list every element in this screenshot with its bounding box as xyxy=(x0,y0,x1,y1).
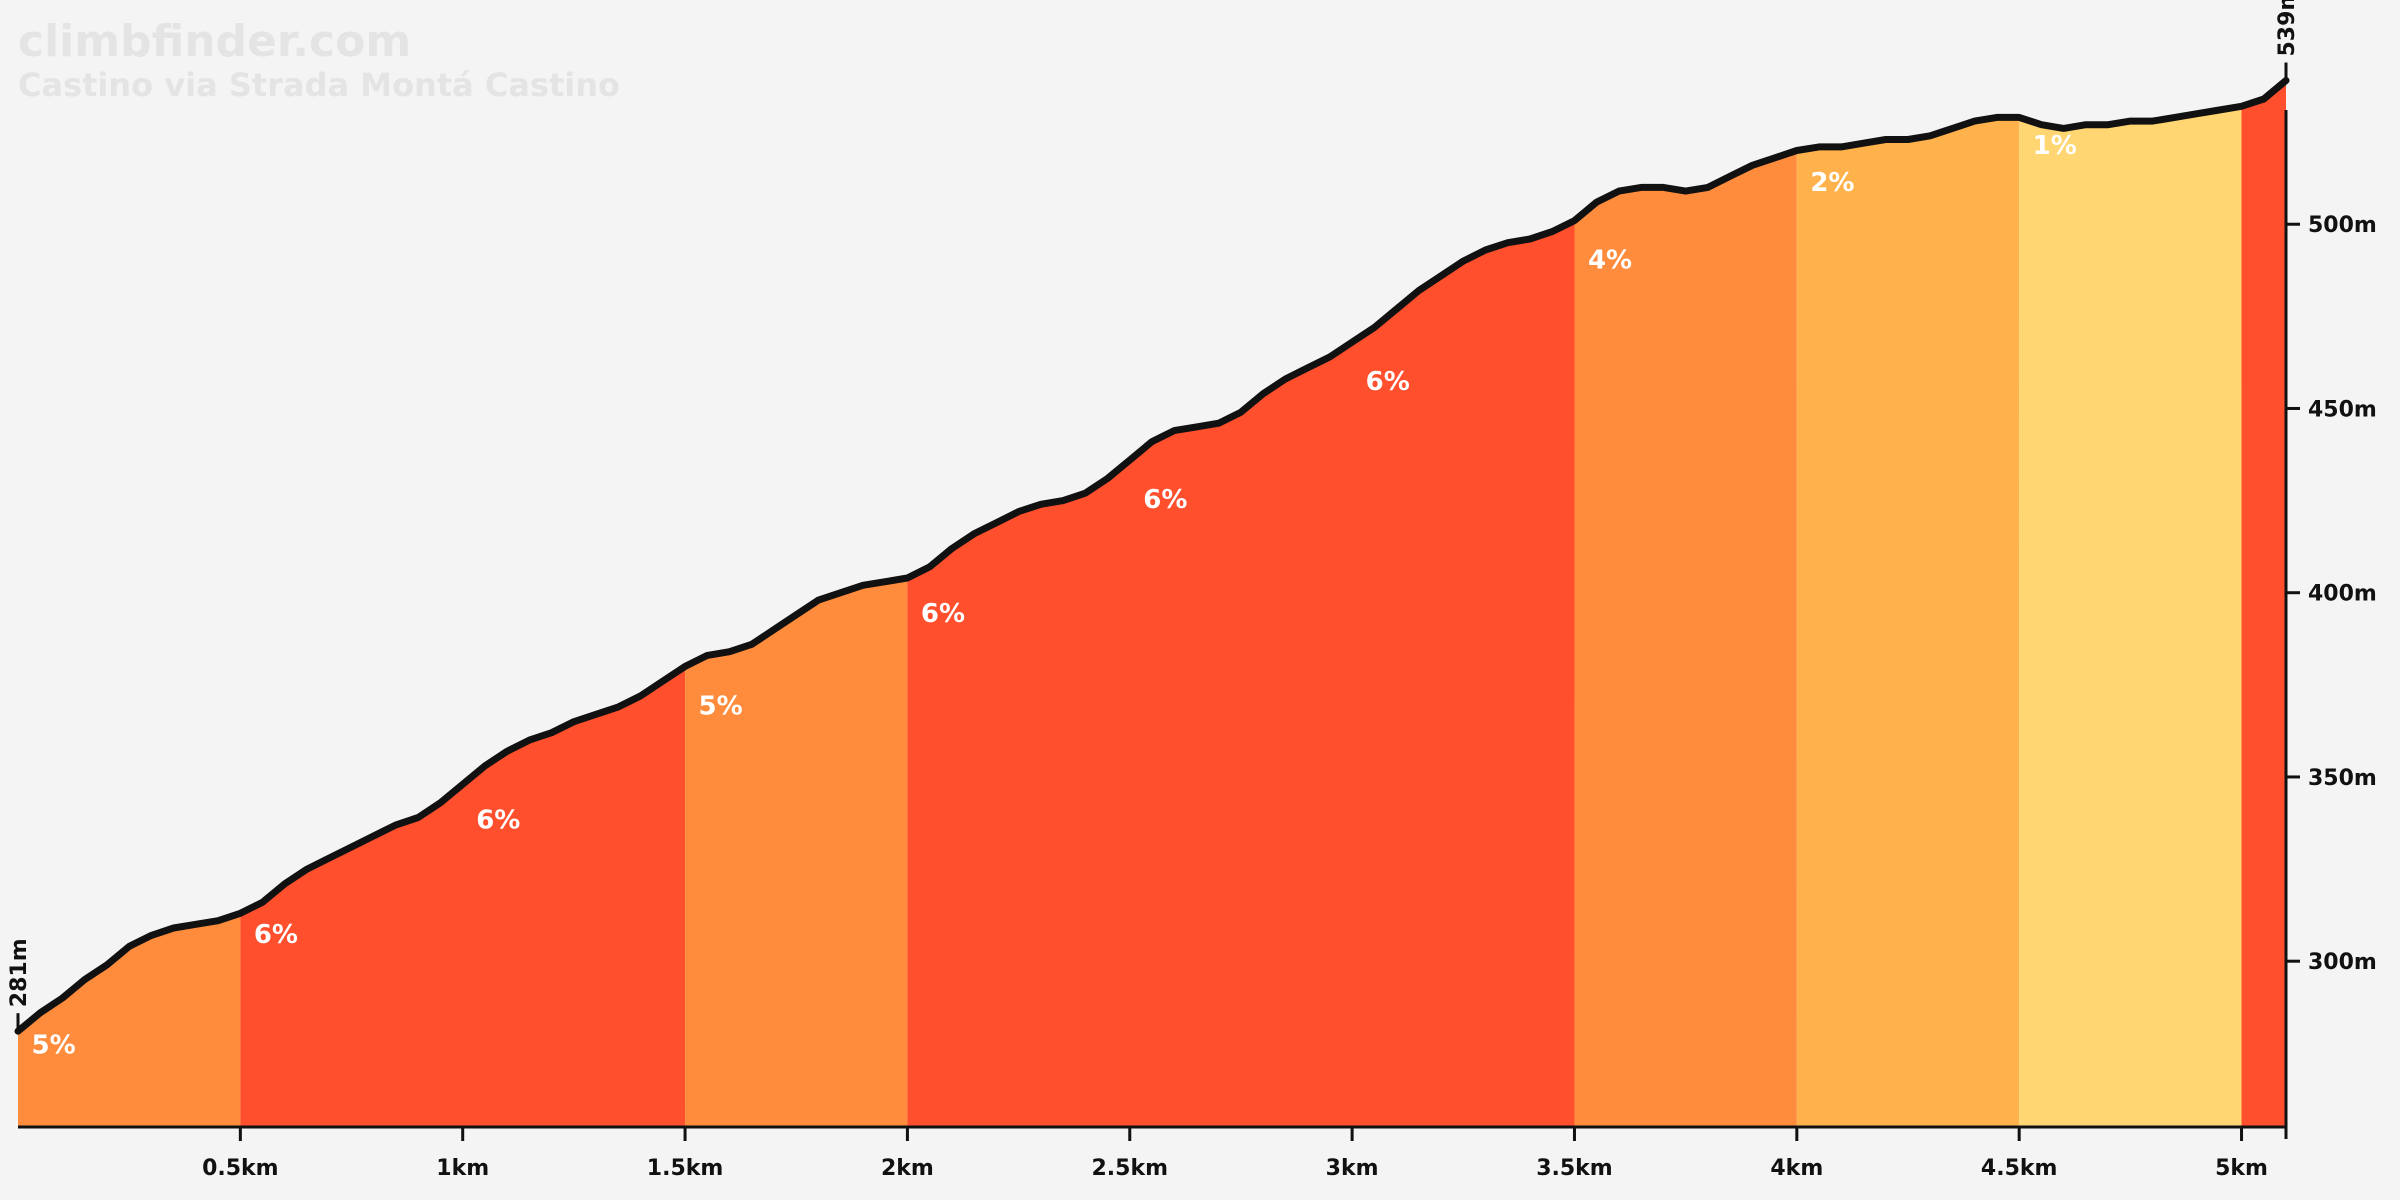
brand-climb-name: Castino via Strada Montá Castino xyxy=(18,66,620,104)
grade-segment-3 xyxy=(685,578,908,1127)
grade-label-group: 5% 6% 6% 5% 6% 6% 6% 4% 2% 1% xyxy=(31,131,2076,1060)
x-tick-label-4: 2km xyxy=(881,1156,934,1181)
x-tick-label-6: 3km xyxy=(1326,1156,1379,1181)
endpoint-markers: 281m 539m xyxy=(7,0,2300,1032)
end-elevation-label: 539m xyxy=(2275,0,2300,57)
x-tick-label-9: 4.5km xyxy=(1981,1156,2058,1181)
y-tick-label-4: 450m xyxy=(2308,397,2377,422)
chart-axes: 0.5km 1km 1.5km 2km 2.5km 3km 3.5km 4km 4.5km 5km… xyxy=(18,110,2377,1181)
grade-segment-1 xyxy=(18,913,241,1127)
x-tick-label-10: 5km xyxy=(2215,1156,2268,1181)
grade-label-5: 6% xyxy=(921,599,965,629)
grade-segment-8 xyxy=(2241,80,2286,1127)
y-tick-label-5: 500m xyxy=(2308,213,2377,238)
grade-label-2: 6% xyxy=(254,920,298,950)
grade-label-8: 4% xyxy=(1588,245,1632,275)
y-tick-label-2: 350m xyxy=(2308,766,2377,791)
grade-label-9: 2% xyxy=(1810,168,1854,198)
grade-label-7: 6% xyxy=(1366,367,1410,397)
x-tick-label-5: 2.5km xyxy=(1091,1156,1168,1181)
grade-segment-6 xyxy=(1796,117,2020,1127)
start-elevation-label: 281m xyxy=(7,938,32,1007)
grade-segment-5 xyxy=(1574,150,1797,1127)
grade-label-1: 5% xyxy=(31,1030,75,1060)
grade-label-4: 5% xyxy=(699,691,743,721)
grade-segment-2 xyxy=(240,666,686,1127)
grade-segment-4 xyxy=(907,220,1575,1128)
grade-label-3: 6% xyxy=(476,806,520,836)
brand-site: climbfinder.com xyxy=(18,16,411,67)
x-tick-label-7: 3.5km xyxy=(1536,1156,1613,1181)
grade-label-6: 6% xyxy=(1143,485,1187,515)
x-tick-label-8: 4km xyxy=(1770,1156,1823,1181)
grade-label-10: 1% xyxy=(2033,131,2077,161)
grade-segments xyxy=(18,80,2286,1128)
y-tick-label-3: 400m xyxy=(2308,582,2377,607)
elevation-profile xyxy=(14,77,2290,1035)
x-tick-label-3: 1.5km xyxy=(647,1156,724,1181)
profile-line xyxy=(14,77,2290,1035)
x-tick-label-1: 0.5km xyxy=(202,1156,279,1181)
y-tick-label-1: 300m xyxy=(2308,950,2377,975)
x-tick-label-2: 1km xyxy=(436,1156,489,1181)
grade-segment-7 xyxy=(2019,106,2242,1128)
